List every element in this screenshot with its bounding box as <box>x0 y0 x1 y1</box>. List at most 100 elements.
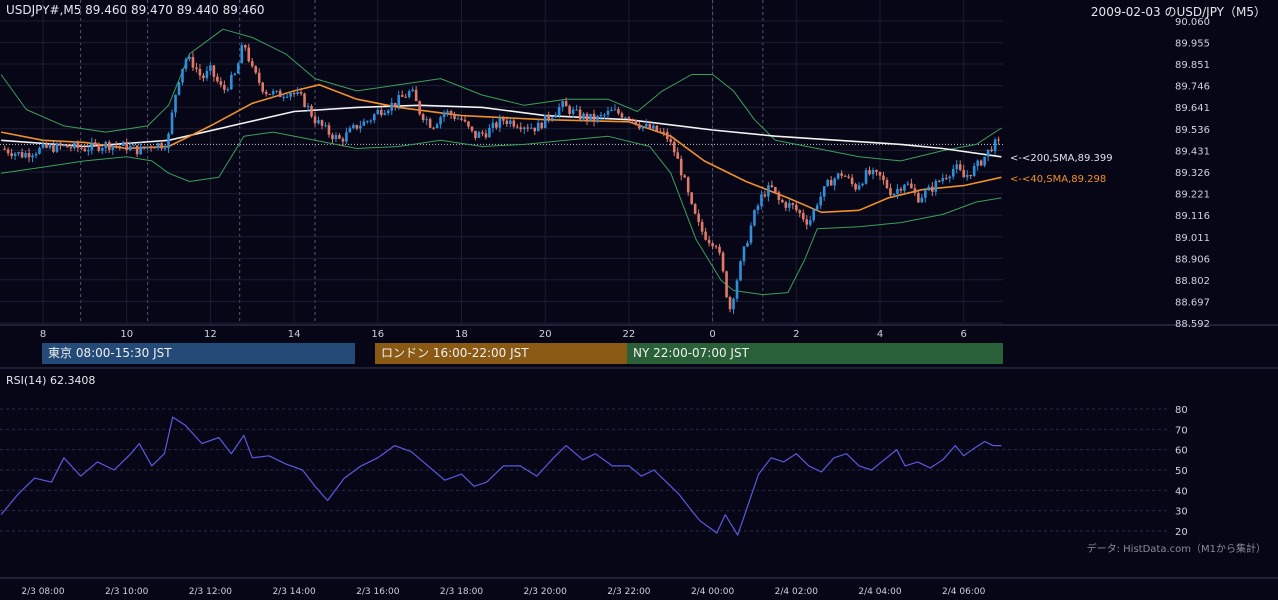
candle-body <box>205 70 209 79</box>
candle-body <box>798 210 802 214</box>
candle-body <box>770 185 774 188</box>
candle-body <box>920 197 924 203</box>
candle-body <box>352 124 355 129</box>
candle-body <box>777 192 781 201</box>
candle-body <box>24 153 27 158</box>
candle-body <box>638 124 641 129</box>
candle-body <box>554 114 557 118</box>
candle-body <box>613 109 617 111</box>
candle-body <box>10 153 13 156</box>
candle-body <box>264 91 268 94</box>
candle-body <box>191 56 195 68</box>
candle-body <box>310 106 313 117</box>
candle-body <box>533 127 537 132</box>
candle-body <box>927 186 931 191</box>
candle-body <box>404 96 407 98</box>
candle-body <box>795 204 798 211</box>
candle-body <box>965 174 969 178</box>
candle-body <box>603 114 606 116</box>
candle-body <box>359 125 362 129</box>
candle-body <box>875 170 878 172</box>
candle-body <box>568 106 571 114</box>
candle-body <box>52 145 55 152</box>
bollinger-lower-line <box>1 131 1002 296</box>
chart-title: 2009-02-03 のUSD/JPY（M5） <box>1090 5 1266 19</box>
candle-body <box>589 113 592 121</box>
x-tick-label: 6 <box>961 329 967 340</box>
candle-body <box>864 170 868 184</box>
candle-body <box>735 280 739 299</box>
candle-body <box>428 119 432 128</box>
candle-body <box>212 65 216 77</box>
candle-body <box>808 220 812 225</box>
candle-body <box>177 82 181 95</box>
candle-body <box>142 146 146 149</box>
candle-body <box>488 127 491 138</box>
candle-body <box>107 141 111 150</box>
candle-body <box>111 145 115 150</box>
candle-body <box>62 144 66 146</box>
candle-body <box>906 183 910 185</box>
candle-body <box>13 153 17 156</box>
rsi-y-tick-label: 40 <box>1175 486 1188 497</box>
y-tick-label: 89.116 <box>1175 211 1210 222</box>
candle-body <box>313 116 317 124</box>
candle-body <box>829 180 833 186</box>
candle-body <box>324 125 327 127</box>
candle-body <box>257 72 261 83</box>
candle-body <box>3 148 6 150</box>
candle-body <box>721 252 725 272</box>
candle-body <box>83 148 87 152</box>
candle-body <box>317 120 320 124</box>
candle-body <box>815 205 819 210</box>
candle-body <box>557 107 561 115</box>
candle-body <box>31 155 34 158</box>
candle-body <box>397 95 401 107</box>
candle-body <box>969 174 972 177</box>
candle-body <box>275 90 278 92</box>
candle-body <box>198 69 202 76</box>
candle-body <box>453 114 456 119</box>
candle-body <box>59 143 62 146</box>
candle-body <box>550 117 554 120</box>
rsi-x-tick-label: 2/3 08:00 <box>21 587 65 597</box>
candle-body <box>327 125 331 135</box>
candle-body <box>631 119 634 121</box>
candle-body <box>903 184 906 191</box>
candle-body <box>184 59 188 69</box>
candle-body <box>624 117 627 119</box>
candle-body <box>484 133 488 138</box>
candle-body <box>871 170 875 175</box>
candle-body <box>812 209 816 221</box>
candle-body <box>195 67 198 70</box>
candle-body <box>66 144 69 148</box>
candle-body <box>937 180 941 182</box>
candle-body <box>578 109 582 120</box>
candle-body <box>596 116 599 122</box>
candle-body <box>407 91 411 98</box>
y-tick-label: 89.326 <box>1175 168 1210 179</box>
candle-body <box>993 139 997 152</box>
candle-body <box>254 66 258 73</box>
candle-body <box>585 113 589 121</box>
candle-body <box>791 203 795 205</box>
candle-body <box>805 219 809 225</box>
candle-body <box>781 200 784 203</box>
candle-body <box>268 93 271 95</box>
candle-body <box>223 84 226 90</box>
candle-body <box>153 147 156 149</box>
candle-body <box>882 175 885 181</box>
candle-body <box>379 109 383 115</box>
candle-body <box>955 164 959 170</box>
candle-body <box>526 127 530 129</box>
candle-body <box>648 124 652 129</box>
candle-body <box>714 246 718 248</box>
candle-body <box>617 109 620 114</box>
candle-body <box>400 95 404 97</box>
y-tick-label: 88.592 <box>1175 319 1210 330</box>
candle-body <box>128 145 132 151</box>
candle-body <box>665 131 669 140</box>
candle-body <box>383 113 387 115</box>
candle-body <box>819 196 823 206</box>
candle-body <box>230 74 233 90</box>
